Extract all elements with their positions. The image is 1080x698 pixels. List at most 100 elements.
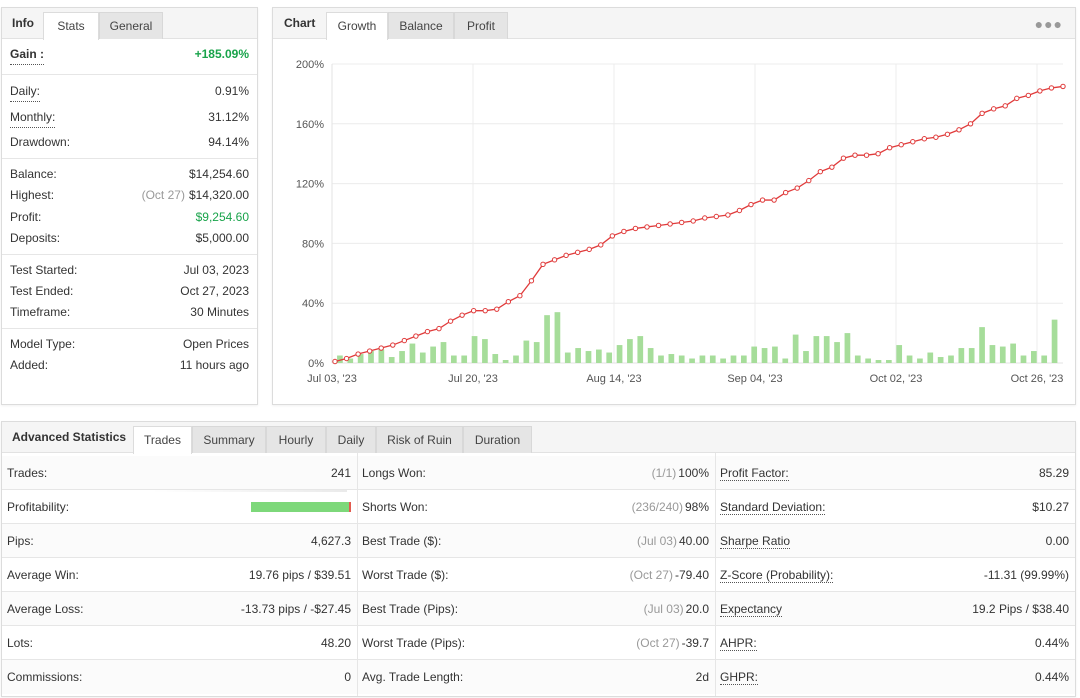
tab-balance[interactable]: Balance: [388, 12, 454, 39]
stat-cell: AHPR: 0.44%: [715, 626, 1075, 660]
bar: [720, 358, 726, 363]
data-point: [875, 151, 881, 157]
tab-hourly[interactable]: Hourly: [266, 426, 326, 453]
stat-value-wrap: 0.44%: [1035, 626, 1069, 660]
monthly-value: 31.12%: [208, 110, 249, 124]
timeframe-label: Timeframe:: [10, 305, 71, 319]
stat-value: 40.00: [678, 534, 709, 548]
column-divider: [715, 453, 716, 696]
stat-cell: Best Trade ($): (Jul 03) 40.00: [357, 524, 715, 558]
bar: [523, 340, 530, 363]
bar: [368, 351, 374, 363]
data-point: [921, 136, 928, 142]
table-row: Commissions: 0 Avg. Trade Length: 2d GHPR: 0.…: [2, 660, 1075, 694]
column-divider: [357, 453, 358, 696]
bar: [979, 327, 985, 363]
bar: [792, 334, 799, 363]
tab-trades[interactable]: Trades: [133, 426, 192, 454]
bar: [440, 342, 447, 363]
stat-value-wrap: (Oct 27) -39.7: [636, 626, 709, 660]
bar: [1041, 355, 1048, 363]
bar: [999, 346, 1006, 363]
y-tick-label: 160%: [296, 119, 324, 131]
bar: [1010, 343, 1016, 363]
gain-label[interactable]: Gain :: [10, 44, 45, 65]
tab-stats[interactable]: Stats: [43, 12, 99, 40]
y-tick-label: 80%: [302, 238, 324, 250]
daily-label[interactable]: Daily:: [10, 81, 41, 102]
bar: [927, 352, 934, 363]
stat-cell: Profit Factor: 85.29: [715, 456, 1075, 490]
bar: [823, 336, 830, 363]
model-type-row: Model Type: Open Prices: [10, 334, 249, 354]
data-point: [782, 189, 789, 196]
stat-label: Average Loss:: [7, 602, 84, 616]
tab-daily[interactable]: Daily: [326, 426, 376, 453]
stat-label: Worst Trade (Pips):: [362, 636, 466, 650]
data-point: [852, 152, 858, 158]
stat-label[interactable]: Z-Score (Probability):: [720, 568, 834, 583]
monthly-row: Monthly: 31.12%: [10, 107, 249, 128]
profit-row: Profit: $9,254.60: [10, 207, 249, 227]
bar: [668, 354, 675, 363]
stat-value: 19.2 Pips / $38.40: [972, 602, 1069, 616]
tab-summary[interactable]: Summary: [192, 426, 266, 453]
stat-cell: Sharpe Ratio 0.00: [715, 524, 1075, 558]
data-point: [459, 312, 465, 318]
stat-sub: (Jul 03): [636, 534, 677, 548]
monthly-label[interactable]: Monthly:: [10, 107, 56, 128]
ellipsis-icon[interactable]: ●●●: [1034, 16, 1063, 32]
stat-sub: (Jul 03): [643, 602, 684, 616]
data-point: [956, 127, 962, 133]
data-point: [586, 246, 592, 253]
stat-label[interactable]: Sharpe Ratio: [720, 534, 791, 549]
test-ended-value: Oct 27, 2023: [180, 284, 249, 298]
test-started-value: Jul 03, 2023: [183, 263, 249, 277]
data-point: [505, 299, 512, 305]
tab-info[interactable]: Info: [12, 16, 34, 30]
data-point: [644, 224, 650, 230]
data-point: [979, 110, 985, 117]
divider: [2, 158, 257, 159]
data-point: [1025, 92, 1032, 99]
tab-risk-of-ruin[interactable]: Risk of Ruin: [376, 426, 463, 453]
data-point: [967, 121, 974, 127]
stat-value-wrap: (236/240) 98%: [632, 490, 709, 524]
bar: [875, 360, 882, 363]
stat-label[interactable]: AHPR:: [720, 636, 757, 651]
bar: [461, 355, 468, 363]
tab-profit[interactable]: Profit: [454, 12, 508, 39]
stat-value: 100%: [678, 466, 709, 480]
stat-label[interactable]: Expectancy: [720, 602, 783, 617]
data-point: [574, 249, 581, 256]
stat-value-wrap: (Jul 03) 40.00: [637, 524, 709, 558]
stat-value: 2d: [695, 670, 709, 684]
highest-value: $14,320.00: [188, 188, 249, 202]
x-tick-label: Aug 14, '23: [586, 373, 641, 385]
stat-value: $10.27: [1032, 500, 1069, 514]
bar: [834, 342, 840, 363]
tab-general[interactable]: General: [99, 12, 163, 39]
data-point: [713, 213, 720, 220]
test-ended-label: Test Ended:: [10, 284, 74, 298]
adv-tabbar: Advanced Statistics Trades Summary Hourl…: [2, 422, 1075, 454]
data-point: [598, 242, 604, 248]
stat-label[interactable]: GHPR:: [720, 670, 759, 685]
bar: [917, 358, 923, 363]
data-point: [898, 142, 904, 148]
data-point: [563, 252, 569, 259]
daily-row: Daily: 0.91%: [10, 81, 249, 102]
tab-growth[interactable]: Growth: [326, 12, 388, 40]
data-point: [551, 257, 558, 263]
data-point: [424, 328, 431, 335]
data-point: [806, 177, 812, 184]
data-point: [736, 207, 743, 214]
bar: [606, 352, 613, 363]
stat-label[interactable]: Standard Deviation:: [720, 500, 826, 515]
bar: [378, 349, 385, 363]
data-point: [494, 306, 500, 312]
tab-duration[interactable]: Duration: [463, 426, 532, 453]
stat-value: -79.40: [674, 568, 709, 582]
stat-label: Average Win:: [7, 568, 79, 582]
stat-label[interactable]: Profit Factor:: [720, 466, 789, 481]
